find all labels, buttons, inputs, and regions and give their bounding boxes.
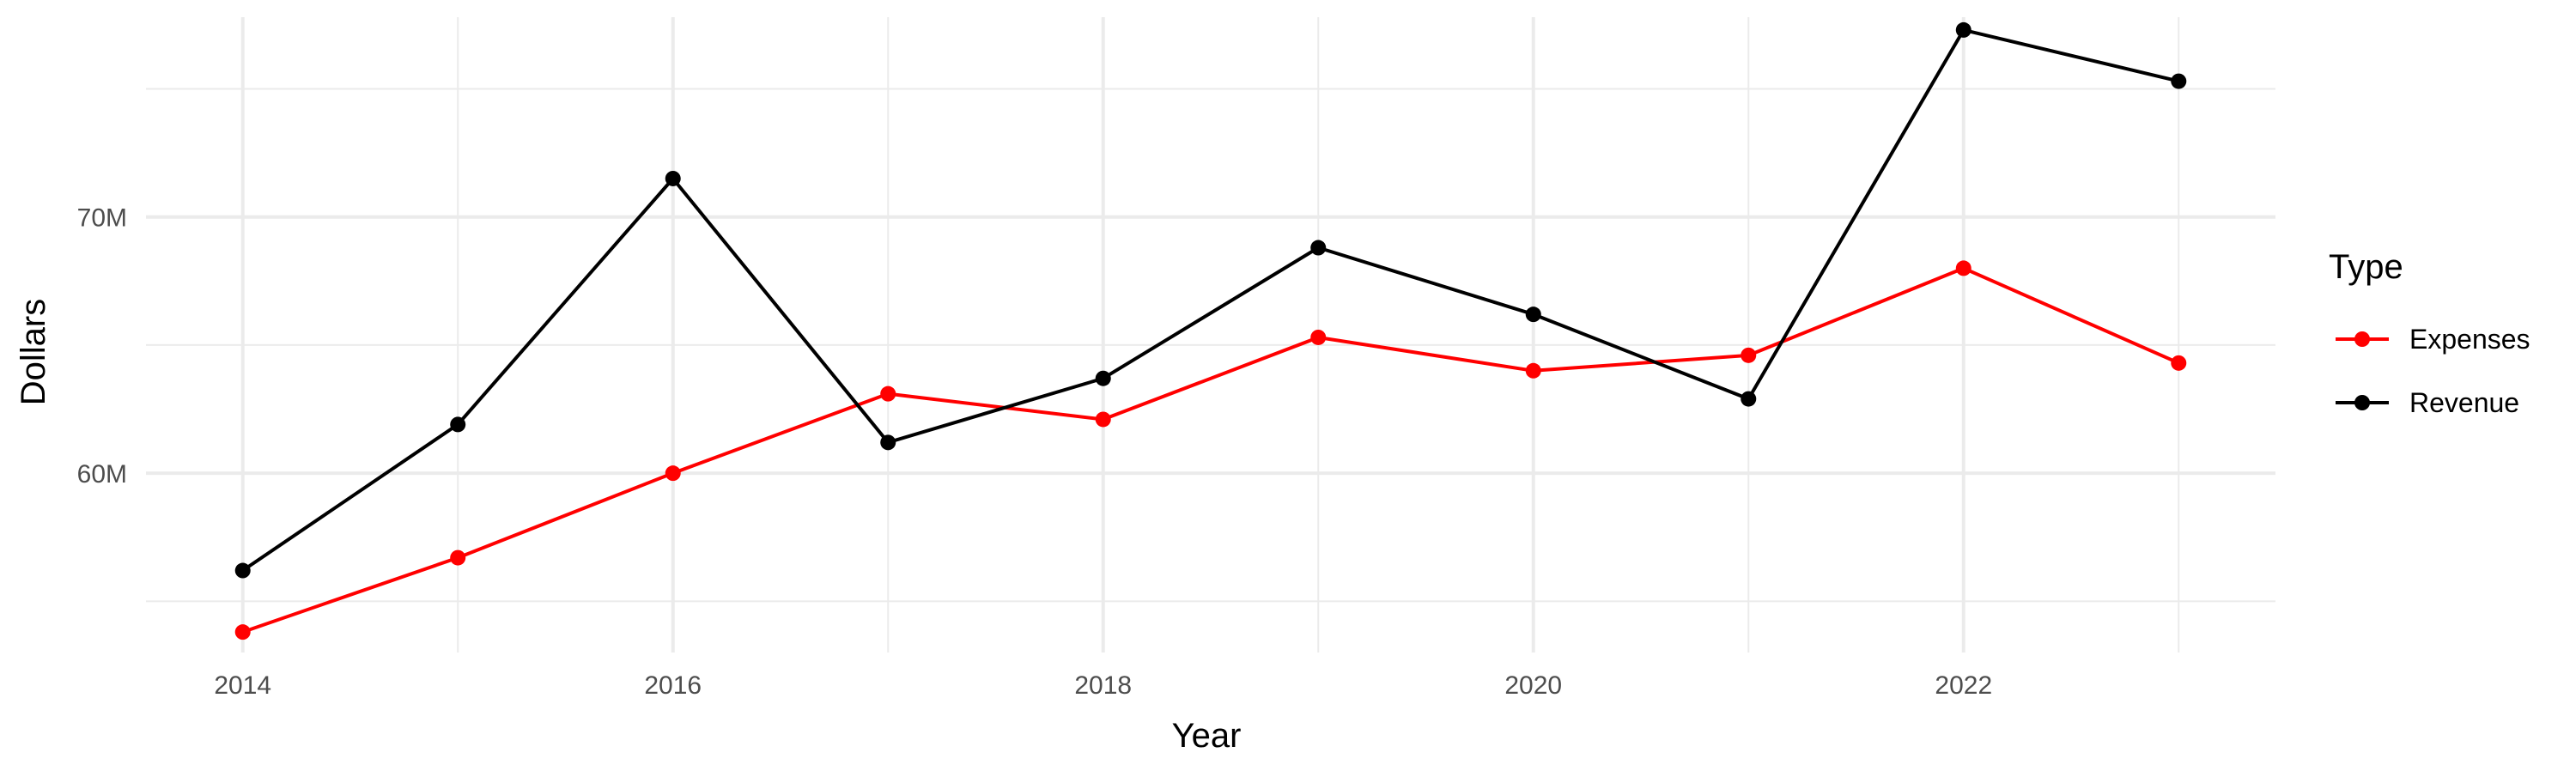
data-point-expenses: [1741, 347, 1757, 363]
x-axis-label: Year: [1172, 717, 1242, 755]
x-tick-label: 2014: [214, 671, 271, 700]
legend-item-expenses: Expenses: [2336, 324, 2530, 355]
x-tick-label: 2018: [1074, 671, 1132, 700]
data-point-expenses: [1095, 411, 1111, 428]
data-point-expenses: [880, 385, 896, 402]
y-tick-label: 70M: [77, 204, 127, 233]
legend-key-point: [2354, 395, 2370, 410]
data-point-revenue: [1525, 307, 1541, 323]
legend-label: Expenses: [2409, 324, 2530, 355]
data-point-revenue: [450, 416, 466, 433]
legend-label: Revenue: [2409, 387, 2519, 418]
x-tick-label: 2022: [1935, 671, 1992, 700]
legend-key-point: [2354, 331, 2370, 347]
data-point-revenue: [880, 434, 896, 451]
legend-title: Type: [2329, 248, 2403, 286]
data-point-revenue: [1741, 391, 1757, 407]
y-axis-label: Dollars: [15, 299, 52, 405]
data-point-expenses: [665, 465, 681, 482]
data-point-expenses: [234, 624, 251, 640]
series-line-revenue: [241, 27, 2179, 573]
legend-item-revenue: Revenue: [2336, 387, 2519, 418]
data-point-expenses: [1310, 329, 1327, 345]
data-point-revenue: [234, 562, 251, 579]
data-point-revenue: [1310, 240, 1327, 256]
legend: Type Expenses Revenue: [2329, 248, 2530, 418]
data-point-revenue: [1095, 370, 1111, 386]
x-tick-label: 2016: [644, 671, 702, 700]
data-point-revenue: [2171, 73, 2187, 89]
data-point-expenses: [2171, 355, 2187, 371]
data-point-expenses: [1525, 362, 1541, 379]
y-axis-ticks: 60M 70M: [77, 204, 127, 489]
data-point-expenses: [450, 549, 466, 566]
y-tick-label: 60M: [77, 460, 127, 489]
series-line-expenses: [242, 266, 2180, 634]
x-axis-ticks: 2014 2016 2018 2020 2022: [214, 671, 1992, 700]
minor-gridlines: [146, 17, 2275, 653]
data-point-revenue: [665, 170, 681, 186]
data-point-revenue: [1955, 21, 1971, 38]
series-layer: [234, 21, 2187, 640]
major-gridlines: [146, 17, 2275, 653]
x-tick-label: 2020: [1504, 671, 1562, 700]
legend-items: Expenses Revenue: [2336, 324, 2530, 418]
data-point-expenses: [1955, 260, 1971, 276]
